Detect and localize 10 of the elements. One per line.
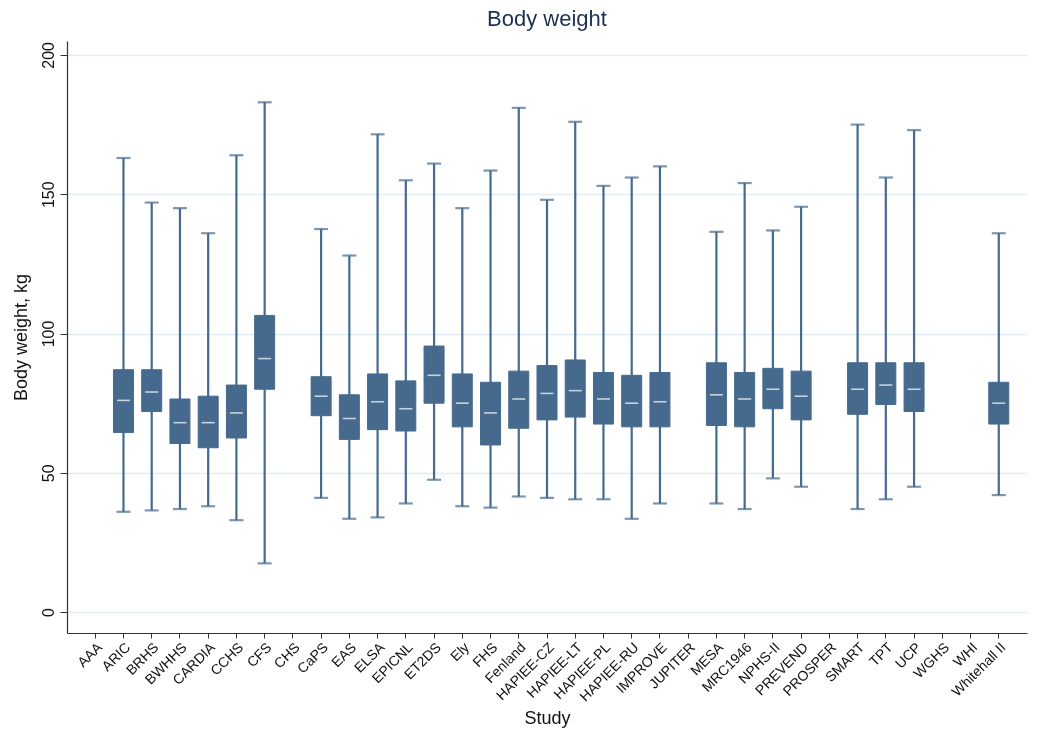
x-axis-title: Study [524,708,571,729]
y-axis-title: Body weight, kg [10,273,31,402]
y-tick-label: 0 [39,608,57,618]
y-tick-label: 200 [39,41,57,69]
y-tick-label: 150 [39,181,57,209]
chart-title: Body weight [487,6,607,31]
x-tick-label: Ely [447,639,473,665]
y-tick-label: 50 [39,464,57,483]
x-tick-label: CFS [243,639,275,671]
y-tick-label: 100 [39,320,57,348]
